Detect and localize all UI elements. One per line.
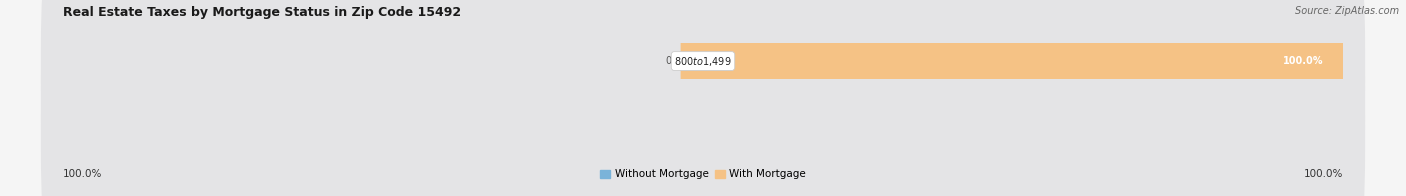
FancyBboxPatch shape <box>41 0 1365 196</box>
Text: 100.0%: 100.0% <box>63 169 103 180</box>
Text: $800 to $1,499: $800 to $1,499 <box>675 54 731 68</box>
Text: $800 to $1,499: $800 to $1,499 <box>675 93 731 106</box>
FancyBboxPatch shape <box>41 0 725 196</box>
FancyBboxPatch shape <box>681 0 1365 196</box>
Text: Source: ZipAtlas.com: Source: ZipAtlas.com <box>1295 6 1399 16</box>
Text: 0.0%: 0.0% <box>666 56 690 66</box>
Legend: Without Mortgage, With Mortgage: Without Mortgage, With Mortgage <box>596 165 810 184</box>
FancyBboxPatch shape <box>41 0 1365 196</box>
Text: 0.0%: 0.0% <box>716 95 740 105</box>
Text: 0.0%: 0.0% <box>716 133 740 143</box>
FancyBboxPatch shape <box>41 0 1365 196</box>
Text: 100.0%: 100.0% <box>1303 169 1343 180</box>
Text: 100.0%: 100.0% <box>83 95 122 105</box>
Text: Less than $800: Less than $800 <box>665 133 741 143</box>
Text: 0.0%: 0.0% <box>666 133 690 143</box>
Text: 100.0%: 100.0% <box>1284 56 1323 66</box>
Text: Real Estate Taxes by Mortgage Status in Zip Code 15492: Real Estate Taxes by Mortgage Status in … <box>63 6 461 19</box>
